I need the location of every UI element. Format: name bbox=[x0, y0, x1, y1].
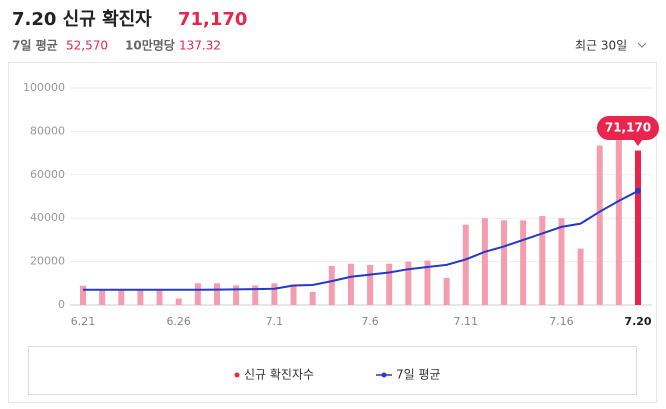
avg-line bbox=[83, 190, 639, 291]
legend-label: 7일 평균 bbox=[396, 368, 441, 382]
bar bbox=[443, 277, 450, 305]
title: 7.20 신규 확진자 bbox=[12, 9, 152, 30]
bar bbox=[194, 283, 201, 305]
legend-swatch bbox=[381, 372, 387, 378]
y-tick-label: 0 bbox=[58, 298, 65, 311]
bar bbox=[424, 260, 431, 305]
range-select[interactable]: 최근 30일 bbox=[575, 39, 647, 53]
range-text[interactable]: 최근 30일 bbox=[575, 39, 627, 53]
bar bbox=[386, 263, 393, 305]
bar bbox=[175, 298, 182, 305]
y-tick-label: 20000 bbox=[30, 255, 65, 268]
x-tick-label: 7.20 bbox=[624, 315, 651, 328]
per100k-label: 10만명당 bbox=[125, 38, 175, 53]
x-tick-label: 6.21 bbox=[71, 315, 96, 328]
x-tick-label: 7.11 bbox=[454, 315, 479, 328]
title-cases: 71,170 bbox=[178, 9, 247, 30]
avg-label: 7일 평균 bbox=[12, 39, 58, 53]
bar bbox=[80, 285, 86, 305]
bar bbox=[367, 264, 374, 305]
bar bbox=[213, 283, 220, 305]
chevron[interactable] bbox=[637, 42, 647, 48]
value-label: 71,170 bbox=[605, 121, 651, 135]
x-tick-label: 7.6 bbox=[361, 315, 379, 328]
bar bbox=[99, 289, 106, 305]
bar bbox=[252, 285, 259, 305]
legend-box bbox=[28, 346, 637, 395]
bar bbox=[156, 289, 163, 305]
bar bbox=[328, 265, 335, 305]
bar bbox=[539, 216, 546, 305]
bar bbox=[233, 285, 240, 305]
bar bbox=[271, 283, 278, 305]
bar bbox=[118, 289, 125, 305]
callout-box bbox=[597, 116, 659, 140]
per100k-value: 137.32 bbox=[179, 39, 221, 53]
y-tick-label: 40000 bbox=[30, 211, 65, 224]
legend-swatch bbox=[234, 372, 240, 378]
callout-pointer bbox=[633, 139, 643, 146]
y-tick-label: 80000 bbox=[30, 124, 65, 137]
y-tick-label: 60000 bbox=[30, 168, 65, 181]
bar bbox=[462, 224, 469, 305]
bar bbox=[635, 150, 641, 305]
x-tick-label: 7.16 bbox=[549, 315, 574, 328]
bar bbox=[347, 263, 354, 305]
bar bbox=[309, 291, 316, 305]
x-tick-label: 7.1 bbox=[266, 315, 284, 328]
bar bbox=[290, 284, 297, 305]
bar bbox=[615, 140, 622, 305]
chart-panel bbox=[8, 62, 657, 403]
bar bbox=[501, 220, 508, 305]
avg-point bbox=[635, 187, 641, 194]
legend-label: 신규 확진자수 bbox=[244, 368, 314, 382]
bar bbox=[596, 145, 603, 305]
bar bbox=[137, 289, 144, 305]
x-tick-label: 6.26 bbox=[166, 315, 191, 328]
bar bbox=[577, 248, 584, 305]
y-tick-label: 100000 bbox=[23, 81, 65, 94]
avg-value: 52,570 bbox=[66, 39, 108, 53]
bar bbox=[481, 218, 488, 305]
bar bbox=[405, 261, 412, 305]
bar bbox=[558, 218, 565, 305]
bar bbox=[520, 220, 527, 305]
